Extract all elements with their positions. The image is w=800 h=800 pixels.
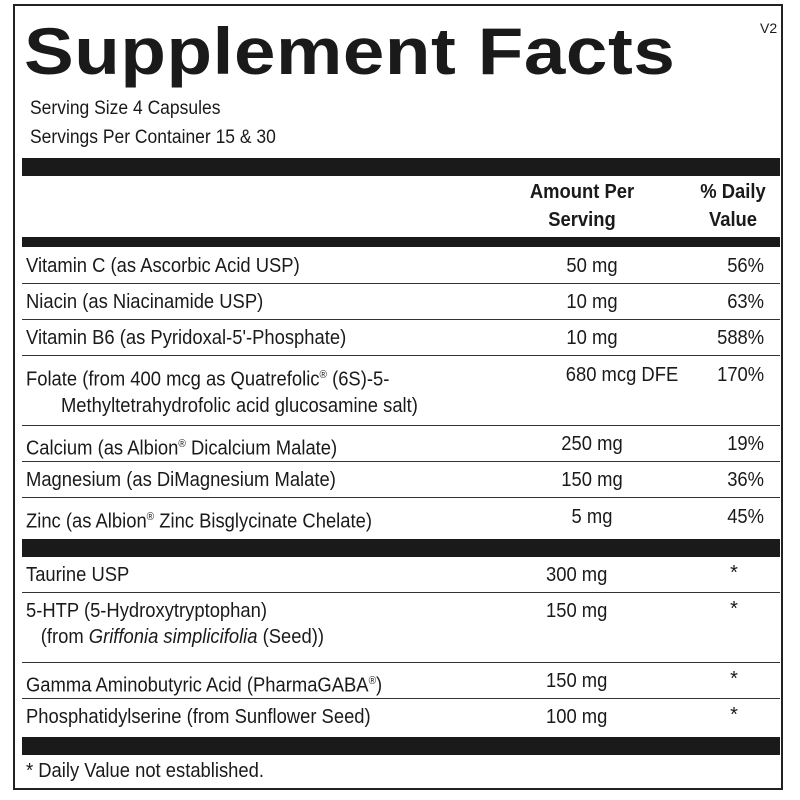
divider-bar [22,539,780,557]
ingredient-dv: * [730,704,738,726]
name-part: 5-HTP (5-Hydroxytryptophan) [26,600,267,622]
nutrient-dv: 170% [716,364,764,386]
registered-mark: ® [178,438,186,450]
nutrient-amount: 50 mg [566,255,618,277]
name-part: (6S)-5- [326,368,390,391]
name-part: (Seed)) [257,626,324,648]
name-part: ) [376,674,383,697]
registered-mark: ® [146,511,155,523]
version-tag: V2 [760,20,778,36]
name-part: Calcium (as Albion [26,437,179,460]
amount-header-line1: Amount Per [529,181,635,203]
table-row: Gamma Aminobutyric Acid (PharmaGABA®) 15… [22,663,780,699]
footnote: * Daily Value not established. [26,760,264,782]
nutrient-dv: 45% [727,506,764,528]
ingredient-name: 5-HTP (5-Hydroxytryptophan) (from Griffon… [26,598,324,650]
nutrient-amount: 10 mg [566,327,618,349]
nutrient-dv: 19% [727,433,764,455]
nutrient-name: Folate (from 400 mcg as Quatrefolic® (6S… [26,362,418,419]
table-row: 5-HTP (5-Hydroxytryptophan) (from Griffon… [22,593,780,663]
name-line2: Methyltetrahydrofolic acid glucosamine s… [60,394,418,417]
ingredient-amount: 300 mg [546,564,608,586]
table-row: Vitamin B6 (as Pyridoxal-5'-Phosphate) 1… [22,320,780,356]
nutrient-dv: 36% [727,469,764,491]
species-name: Griffonia simplicifolia [88,626,258,648]
dv-header: % Daily Value [692,178,775,234]
nutrient-dv: 63% [727,291,764,313]
table-row: Phosphatidylserine (from Sunflower Seed)… [22,699,780,736]
name-line2: (from Griffonia simplicifolia (Seed)) [26,624,324,650]
name-part: Dicalcium Malate) [185,437,338,460]
table-row: Folate (from 400 mcg as Quatrefolic® (6S… [22,356,780,426]
nutrient-name: Zinc (as Albion® Zinc Bisglycinate Chela… [26,504,372,535]
nutrient-dv: 56% [727,255,764,277]
serving-size: Serving Size 4 Capsules [30,98,221,119]
amount-header-line2: Serving [548,209,616,231]
dv-header-line1: % Daily [700,181,766,203]
registered-mark: ® [368,675,377,687]
ingredient-amount: 100 mg [546,706,608,728]
servings-per-container: Servings Per Container 15 & 30 [30,127,276,148]
ingredient-dv: * [730,598,738,620]
ingredient-amount: 150 mg [546,670,608,692]
ingredient-dv: * [730,562,738,584]
divider-bar [22,737,780,755]
nutrient-amount: 250 mg [561,433,623,455]
dv-header-line2: Value [708,209,758,231]
ingredient-name: Taurine USP [26,564,130,586]
label-title: Supplement Facts [24,14,676,88]
nutrient-amount: 680 mcg DFE [565,364,679,386]
nutrient-amount: 10 mg [566,291,618,313]
nutrient-name: Vitamin B6 (as Pyridoxal-5'-Phosphate) [26,327,347,349]
divider-bar [22,237,780,247]
name-part: Zinc Bisglycinate Chelate) [154,510,372,533]
ingredient-name: Phosphatidylserine (from Sunflower Seed) [26,706,371,728]
ingredient-dv: * [730,668,738,690]
table-row: Taurine USP 300 mg * [22,557,780,593]
name-part: Folate (from 400 mcg as Quatrefolic [26,368,320,391]
nutrient-amount: 5 mg [571,506,613,528]
nutrient-name: Niacin (as Niacinamide USP) [26,291,264,313]
nutrient-amount: 150 mg [561,469,623,491]
table-row: Zinc (as Albion® Zinc Bisglycinate Chela… [22,498,780,538]
label-border [13,4,783,790]
divider-bar [22,158,780,176]
ingredient-amount: 150 mg [546,600,608,622]
registered-mark: ® [319,369,327,381]
ingredient-name: Gamma Aminobutyric Acid (PharmaGABA®) [26,668,382,699]
nutrient-dv: 588% [716,327,764,349]
nutrient-name: Calcium (as Albion® Dicalcium Malate) [26,431,337,462]
name-part: Gamma Aminobutyric Acid (PharmaGABA [26,674,369,697]
table-row: Vitamin C (as Ascorbic Acid USP) 50 mg 5… [22,249,780,284]
table-row: Magnesium (as DiMagnesium Malate) 150 mg… [22,462,780,498]
nutrient-name: Vitamin C (as Ascorbic Acid USP) [26,255,300,277]
table-row: Niacin (as Niacinamide USP) 10 mg 63% [22,284,780,320]
nutrient-name: Magnesium (as DiMagnesium Malate) [26,469,336,491]
table-row: Calcium (as Albion® Dicalcium Malate) 25… [22,426,780,462]
amount-header: Amount Per Serving [507,178,658,234]
name-part: Zinc (as Albion [26,510,147,533]
name-part: (from [40,626,89,648]
